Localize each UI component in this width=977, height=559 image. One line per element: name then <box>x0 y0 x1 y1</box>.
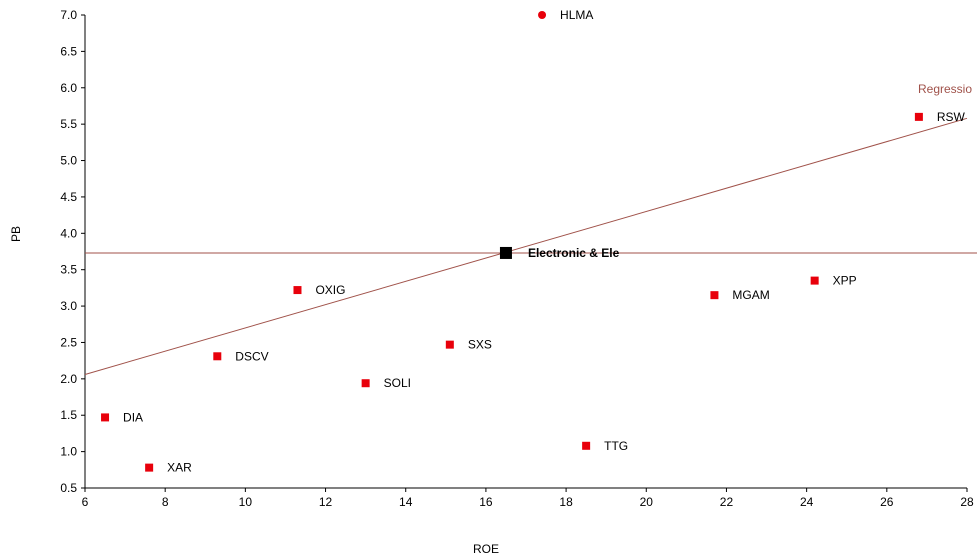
x-tick-label: 6 <box>82 495 89 509</box>
x-tick-label: 16 <box>479 495 493 509</box>
x-tick-label: 24 <box>800 495 814 509</box>
x-tick-label: 12 <box>319 495 333 509</box>
point-label: RSW <box>937 110 966 124</box>
point-label: XPP <box>833 274 857 288</box>
y-tick-label: 6.0 <box>60 81 77 95</box>
data-point <box>213 352 222 361</box>
data-point <box>710 291 719 300</box>
data-point <box>810 276 819 285</box>
y-tick-label: 3.0 <box>60 299 77 313</box>
plot-area: 0.5 1.0 1.5 2.0 2.5 3.0 3.5 4.0 4.5 5.0 5.5 6.0 6.5 7… <box>60 8 977 509</box>
y-tick-label: 2.5 <box>60 335 77 349</box>
point-label: OXIG <box>315 283 345 297</box>
data-point <box>145 463 154 472</box>
data-point <box>582 441 591 450</box>
x-tick-label: 8 <box>162 495 169 509</box>
y-axis-title: PB <box>9 226 23 242</box>
x-tick-label: 14 <box>399 495 413 509</box>
y-tick-label: 1.0 <box>60 445 77 459</box>
point-label: XAR <box>167 461 192 475</box>
y-tick-label: 7.0 <box>60 8 77 22</box>
y-tick-label: 6.5 <box>60 44 77 58</box>
data-point <box>914 112 923 121</box>
x-tick-label: 20 <box>640 495 654 509</box>
regression-label: Regressio <box>918 82 972 96</box>
x-axis-title: ROE <box>473 542 499 556</box>
x-tick-label: 28 <box>960 495 974 509</box>
data-point <box>445 340 454 349</box>
point-label: DSCV <box>235 349 268 363</box>
y-tick-label: 5.0 <box>60 154 77 168</box>
y-tick-label: 0.5 <box>60 481 77 495</box>
point-label: MGAM <box>732 288 769 302</box>
point-label: TTG <box>604 439 628 453</box>
x-tick-label: 26 <box>880 495 894 509</box>
x-tick-label: 22 <box>720 495 734 509</box>
point-label: SOLI <box>384 376 411 390</box>
point-label: DIA <box>123 410 143 424</box>
y-tick-label: 2.0 <box>60 372 77 386</box>
point-label: SXS <box>468 338 492 352</box>
y-tick-label: 4.0 <box>60 226 77 240</box>
x-tick-label: 18 <box>559 495 573 509</box>
data-point <box>361 379 370 388</box>
data-point <box>101 413 110 422</box>
data-point <box>293 286 302 295</box>
regression-line <box>84 117 968 375</box>
data-point <box>538 11 547 19</box>
y-tick-label: 1.5 <box>60 408 77 422</box>
y-tick-label: 4.5 <box>60 190 77 204</box>
point-label: HLMA <box>560 8 593 22</box>
x-tick-label: 10 <box>239 495 253 509</box>
y-tick-label: 5.5 <box>60 117 77 131</box>
y-tick-label: 3.5 <box>60 263 77 277</box>
highlight-point <box>499 246 512 259</box>
highlight-label: Electronic & Ele <box>528 246 620 260</box>
